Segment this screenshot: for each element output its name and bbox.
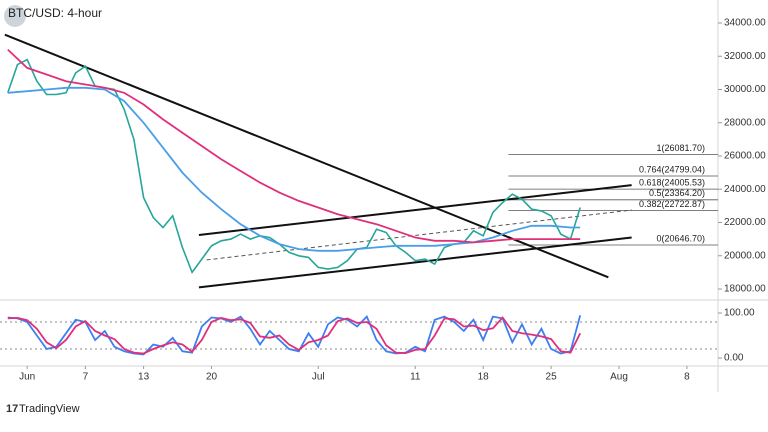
y-tick-label: 22000.00 <box>724 217 766 228</box>
x-tick-label: 13 <box>138 372 150 383</box>
fib-label: 0.764(24799.04) <box>639 164 705 174</box>
series-line <box>7 48 581 244</box>
x-tick-label: 8 <box>684 372 690 383</box>
y-tick-label: 18000.00 <box>724 284 766 295</box>
y-tick-label: 32000.00 <box>724 51 766 62</box>
x-tick-label: 7 <box>83 372 89 383</box>
x-tick-label: Aug <box>610 372 628 383</box>
y-tick-label: 0.00 <box>724 353 744 364</box>
y-tick-label: 28000.00 <box>724 117 766 128</box>
series-line <box>7 86 581 252</box>
y-tick-label: 20000.00 <box>724 250 766 261</box>
x-tick-label: 20 <box>206 372 218 383</box>
fib-label: 0(20646.70) <box>656 233 705 243</box>
fib-label: 1(26081.70) <box>656 143 705 153</box>
trendline <box>198 236 632 289</box>
series-line <box>7 314 582 356</box>
x-tick-label: Jun <box>19 372 35 383</box>
avatar <box>4 5 26 27</box>
y-tick-label: 24000.00 <box>724 184 766 195</box>
x-tick-label: 18 <box>478 372 490 383</box>
y-tick-label: 100.00 <box>724 308 755 319</box>
x-tick-label: Jul <box>312 372 325 383</box>
fib-label: 0.618(24005.53) <box>639 178 705 188</box>
fib-label: 0.382(22722.87) <box>639 199 705 209</box>
chart-title: BTC/USD: 4-hour <box>8 6 102 20</box>
footer: TradingView <box>19 403 80 415</box>
logo: 17 <box>6 403 18 415</box>
trendline <box>198 184 632 236</box>
trendline <box>206 209 632 261</box>
x-tick-label: 11 <box>410 372 421 383</box>
y-tick-label: 34000.00 <box>724 18 766 29</box>
trendline <box>4 33 609 279</box>
y-tick-label: 30000.00 <box>724 84 766 95</box>
y-tick-label: 26000.00 <box>724 151 766 162</box>
fib-label: 0.5(23364.20) <box>649 188 705 198</box>
series-line <box>7 316 582 355</box>
x-tick-label: 25 <box>546 372 558 383</box>
